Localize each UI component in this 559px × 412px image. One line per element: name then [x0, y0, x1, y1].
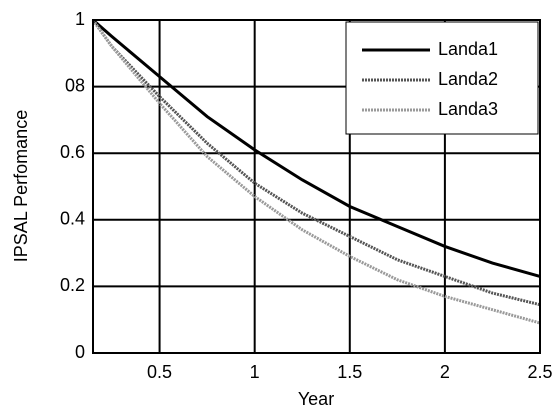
plot-frame [92, 19, 541, 354]
y-tick-label: 08 [65, 75, 85, 95]
x-tick-label: 1.5 [337, 362, 362, 382]
x-axis-label: Year [298, 389, 334, 409]
line [92, 18, 541, 278]
y-tick-label: 0.4 [60, 209, 85, 229]
legend-label: Landa1 [438, 39, 498, 59]
y-tick-label: 1 [75, 9, 85, 29]
y-tick-label: 0 [75, 342, 85, 362]
x-tick-label: 2.5 [527, 362, 552, 382]
x-tick-label: 1 [250, 362, 260, 382]
y-tick-label: 0.2 [60, 275, 85, 295]
legend-label: Landa3 [438, 99, 498, 119]
x-tick-label: 2 [440, 362, 450, 382]
y-axis-label: IPSAL Perfomance [11, 110, 31, 262]
line [91, 19, 541, 307]
x-tick-label: 0.5 [147, 362, 172, 382]
y-tick-label: 0.6 [60, 142, 85, 162]
legend-box [345, 21, 539, 135]
line [91, 19, 541, 325]
legend-label: Landa2 [438, 69, 498, 89]
